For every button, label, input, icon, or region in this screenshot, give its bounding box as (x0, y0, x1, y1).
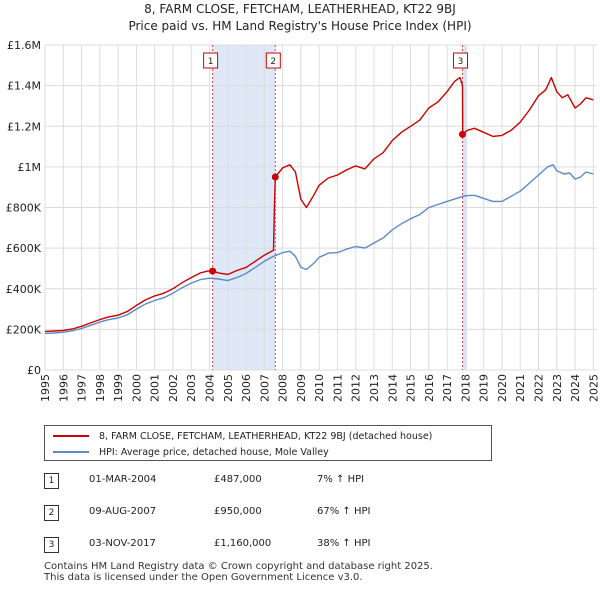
sale-marker-label: 1 (208, 57, 214, 67)
x-tick-label: 2005 (222, 374, 235, 402)
x-tick-label: 2008 (277, 374, 290, 402)
sale-hpi-change: 38% ↑ HPI (317, 538, 371, 549)
sale-row: 1 01-MAR-2004 £487,000 7% ↑ HPI (44, 473, 384, 489)
series-group (44, 76, 594, 335)
y-tick-label: £1.4M (7, 80, 41, 93)
x-tick-label: 2010 (313, 374, 326, 402)
chart-subtitle: Price paid vs. HM Land Registry's House … (128, 19, 471, 33)
x-tick-label: 2006 (240, 374, 253, 402)
sale-number-badge: 3 (44, 537, 59, 553)
sale-marker-label: 3 (458, 57, 464, 67)
x-tick-label: 2024 (569, 374, 582, 402)
x-tick-label: 2016 (423, 374, 436, 402)
sale-marker-box (452, 52, 468, 69)
y-axis: £0 £200K £400K £600K £800K £1M £1.2M £1.4M £1.6M (6, 39, 42, 377)
x-tick-label: 2018 (459, 374, 472, 402)
x-tick-label: 1995 (39, 374, 52, 402)
x-tick-label: 2025 (587, 374, 600, 402)
sale-marker-box (265, 52, 281, 69)
x-tick-label: 2017 (441, 374, 454, 402)
x-tick-label: 2000 (130, 374, 143, 402)
sale-markers-group: 1 2 3 (203, 52, 468, 69)
legend-item-hpi: HPI: Average price, detached house, Mole… (53, 445, 329, 459)
x-tick-label: 2013 (368, 374, 381, 402)
sale-row: 3 03-NOV-2017 £1,160,000 38% ↑ HPI (44, 537, 384, 553)
x-tick-label: 2015 (405, 374, 418, 402)
hpi-line (44, 164, 594, 335)
price-chart: 8, FARM CLOSE, FETCHAM, LEATHERHEAD, KT2… (6, 2, 600, 402)
x-tick-label: 2012 (350, 374, 363, 402)
sale-number-badge: 2 (44, 505, 59, 521)
sale-price: £487,000 (214, 474, 262, 485)
sale-number-badge: 1 (44, 473, 59, 489)
x-tick-label: 2023 (551, 374, 564, 402)
x-tick-label: 2009 (295, 374, 308, 402)
property-price-line (44, 76, 594, 333)
sale-date: 09-AUG-2007 (89, 506, 157, 517)
y-tick-label: £0 (27, 364, 41, 377)
x-tick-label: 2020 (496, 374, 509, 402)
x-tick-label: 2001 (149, 374, 162, 402)
y-tick-label: £400K (6, 283, 42, 296)
footer: Contains HM Land Registry data © Crown c… (44, 561, 433, 583)
x-tick-label: 2022 (533, 374, 546, 402)
legend-label-hpi: HPI: Average price, detached house, Mole… (99, 446, 329, 458)
chart-title: 8, FARM CLOSE, FETCHAM, LEATHERHEAD, KT2… (144, 2, 456, 16)
x-tick-label: 2003 (185, 374, 198, 402)
y-tick-label: £1.6M (7, 39, 41, 52)
sale-date: 01-MAR-2004 (89, 474, 157, 485)
x-axis: 1995 1996 1997 1998 1999 2000 2001 2002 2003 2004… (39, 374, 600, 402)
sale-row: 2 09-AUG-2007 £950,000 67% ↑ HPI (44, 505, 384, 521)
y-tick-label: £800K (6, 202, 42, 215)
x-tick-label: 2007 (258, 374, 271, 402)
y-tick-label: £600K (6, 242, 42, 255)
legend-swatch-hpi (53, 451, 89, 453)
x-tick-label: 2002 (167, 374, 180, 402)
y-tick-label: £1M (18, 161, 42, 174)
grid-group (44, 44, 597, 371)
sale-points-group (209, 130, 466, 275)
legend: 8, FARM CLOSE, FETCHAM, LEATHERHEAD, KT2… (44, 425, 492, 461)
sale-point (271, 173, 279, 181)
x-tick-label: 1997 (76, 374, 89, 402)
sale-marker-box (203, 52, 219, 69)
x-tick-label: 1996 (57, 374, 70, 402)
sale-price: £950,000 (214, 506, 262, 517)
legend-item-property: 8, FARM CLOSE, FETCHAM, LEATHERHEAD, KT2… (53, 429, 432, 443)
x-tick-label: 2014 (386, 374, 399, 402)
x-tick-label: 2011 (331, 374, 344, 402)
sale-price: £1,160,000 (214, 538, 272, 549)
footer-copyright: Contains HM Land Registry data © Crown c… (44, 561, 433, 572)
legend-swatch-property (53, 435, 89, 437)
x-tick-label: 2004 (204, 374, 217, 402)
sale-date: 03-NOV-2017 (89, 538, 156, 549)
legend-label-property: 8, FARM CLOSE, FETCHAM, LEATHERHEAD, KT2… (99, 430, 433, 442)
x-tick-label: 1999 (112, 374, 125, 402)
sale-marker-label: 2 (270, 57, 276, 67)
sale-hpi-change: 67% ↑ HPI (317, 506, 371, 517)
footer-licence: This data is licensed under the Open Gov… (44, 572, 363, 583)
x-tick-label: 1998 (94, 374, 107, 402)
x-tick-label: 2019 (478, 374, 491, 402)
y-tick-label: £1.2M (7, 120, 41, 133)
y-tick-label: £200K (6, 323, 42, 336)
x-tick-label: 2021 (514, 374, 527, 402)
sale-hpi-change: 7% ↑ HPI (317, 474, 365, 485)
sale-point (458, 130, 466, 138)
sale-point (209, 267, 217, 275)
